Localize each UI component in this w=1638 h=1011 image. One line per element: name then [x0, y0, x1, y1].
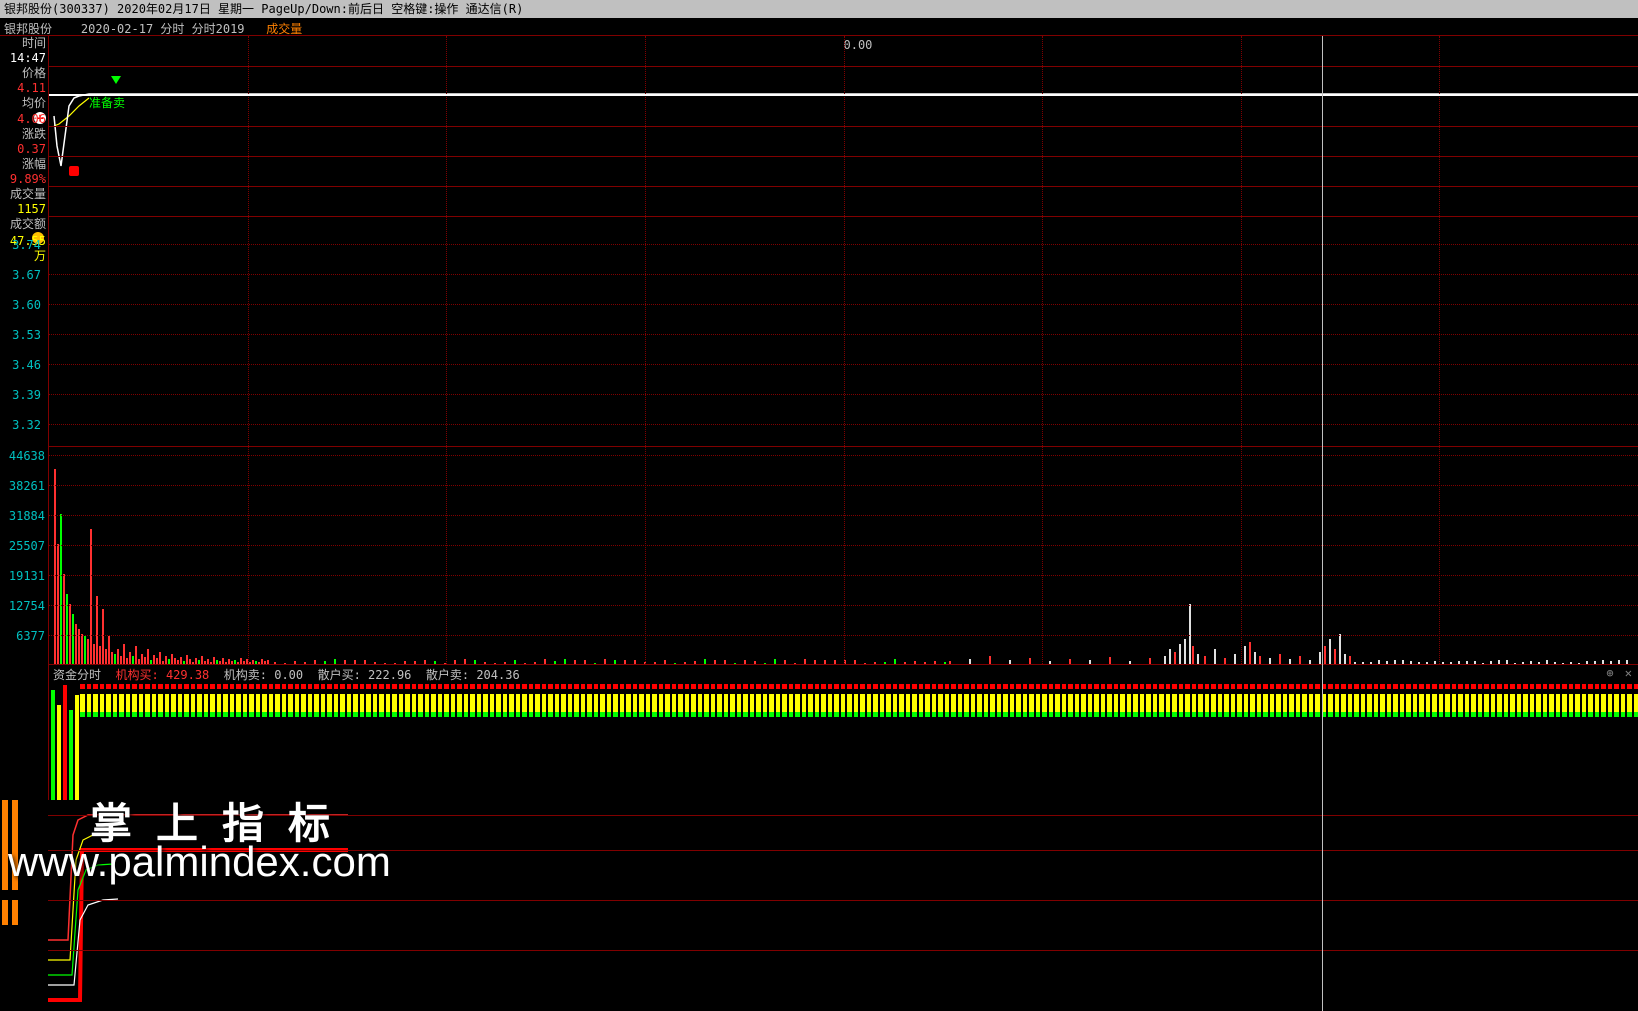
pct-label: 涨幅 — [0, 157, 46, 172]
time-label: 时间 — [0, 36, 46, 51]
watermark-url: www.palmindex.com — [8, 838, 391, 886]
price-axis-label: 3.53 — [1, 328, 49, 342]
window-title-bar: 银邦股份(300337) 2020年02月17日 星期一 PageUp/Down… — [0, 0, 1638, 18]
vol-value: 1157 — [0, 202, 46, 217]
price-chart[interactable]: 0.00 准备卖 3.743.673.603.533.463.393.32 — [48, 36, 1638, 446]
volume-axis-label: 19131 — [1, 569, 49, 583]
price-value: 4.11 — [0, 81, 46, 96]
capital-left-bars — [49, 680, 79, 800]
volume-axis-label: 6377 — [1, 629, 49, 643]
time-value: 14:47 — [0, 51, 46, 66]
volume-chart[interactable]: 4463838261318842550719131127546377 — [48, 446, 1638, 664]
volume-axis-label: 31884 — [1, 509, 49, 523]
change-value: 0.37 — [0, 142, 46, 157]
capital-chart[interactable] — [48, 680, 1638, 800]
price-axis-label: 3.46 — [1, 358, 49, 372]
volume-axis-label: 25507 — [1, 539, 49, 553]
price-axis-label: 3.74 — [1, 238, 49, 252]
pct-value: 9.89% — [0, 172, 46, 187]
bottom-left-bars — [0, 800, 48, 1011]
change-label: 涨跌 — [0, 127, 46, 142]
stock-name: 银邦股份 — [4, 22, 52, 36]
capital-green-row — [79, 712, 1638, 740]
avg-label: 均价 — [0, 96, 46, 111]
price-axis-label: 3.32 — [1, 418, 49, 432]
volume-axis-label: 12754 — [1, 599, 49, 613]
price-axis-label: 3.39 — [1, 388, 49, 402]
window-title: 银邦股份(300337) 2020年02月17日 星期一 PageUp/Down… — [4, 2, 523, 16]
capital-header: 资金分时 机构买: 429.38 机构卖: 0.00 散户买: 222.96 散… — [48, 664, 1638, 680]
volume-axis-label: 38261 — [1, 479, 49, 493]
volume-label: 成交量 — [266, 22, 302, 36]
date-info: 2020-02-17 分时 分时2019 — [81, 22, 245, 36]
chart-header: 银邦股份 2020-02-17 分时 分时2019 成交量 — [0, 18, 1638, 36]
panel-close-buttons[interactable]: ⊕ ✕ — [1606, 666, 1634, 680]
price-axis-label: 3.67 — [1, 268, 49, 282]
price-axis-label: 3.60 — [1, 298, 49, 312]
volume-axis-label: 44638 — [1, 449, 49, 463]
crosshair-vertical — [1322, 36, 1323, 1011]
vol-label-left: 成交量 — [0, 187, 46, 202]
price-label: 价格 — [0, 66, 46, 81]
amt-label: 成交额 — [0, 217, 46, 232]
